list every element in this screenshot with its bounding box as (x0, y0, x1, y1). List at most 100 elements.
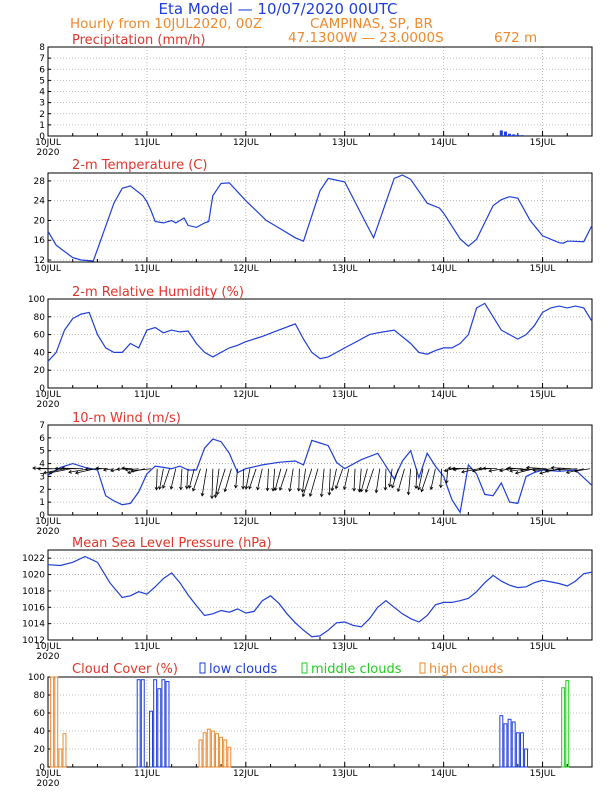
wind-vector-head (301, 493, 306, 498)
x-tick-label: 13JUL (332, 769, 358, 779)
wind-vector-head (248, 485, 252, 490)
wind-vector-shaft (192, 468, 201, 492)
x-tick-label: 10JUL (35, 264, 61, 274)
wind-vector-shaft (574, 468, 591, 472)
wind-vector-head (461, 469, 465, 474)
y-tick-label: 80 (34, 313, 46, 323)
legend-swatch-middle (301, 662, 308, 674)
x-tick-label: 12JUL (233, 390, 259, 400)
low-cloud-bar (149, 710, 153, 768)
wind-vector-head (526, 465, 530, 470)
wind-vector-shaft (384, 468, 387, 490)
wind-vector-shaft (245, 468, 251, 490)
legend-swatch-low (199, 662, 206, 674)
low-cloud-bar (499, 715, 504, 768)
panel-cloud-cover: 0 20 40 60 80 100 10JUL 11JUL 12JUL 13JUL 14JUL 15J… (28, 662, 593, 789)
low-cloud-bar (507, 718, 512, 768)
wind-vector-head (75, 470, 79, 475)
x-tick-label: 13JUL (332, 138, 358, 148)
x-tick-label: 10JUL (35, 138, 61, 148)
wind-vector-shaft (272, 468, 276, 491)
wind-vector-shaft (389, 468, 393, 487)
wind-vector-shaft (472, 468, 485, 472)
high-cloud-bar (215, 733, 219, 768)
x-tick-label: 12JUL (233, 264, 259, 274)
wind-vector-shaft (551, 467, 572, 470)
wind-vector-head (507, 466, 511, 471)
wind-vector-head (192, 487, 196, 492)
x-tick-label: 14JUL (431, 264, 457, 274)
wind-vector-shaft (201, 468, 208, 496)
wind-vector-head (532, 468, 537, 473)
high-cloud-bar (210, 730, 215, 768)
y-tick-label: 5 (39, 447, 45, 457)
x-tick-label: 13JUL (332, 264, 358, 274)
wind-vector-shaft (509, 468, 529, 472)
low-cloud-bar (161, 679, 166, 768)
wind-vector-head (179, 486, 183, 491)
precip-bar (508, 133, 512, 136)
wind-vector-shaft (343, 468, 350, 490)
wind-vector-shaft (274, 468, 282, 491)
y-tick-label: 28 (34, 177, 46, 187)
wind-vector-shaft (358, 468, 362, 492)
x-tick-label: 11JUL (134, 390, 160, 400)
wind-vector-head (396, 488, 401, 493)
wind-vector-head (61, 466, 65, 471)
wind-vector-head (124, 467, 129, 472)
y-tick-label: 1018 (22, 587, 45, 597)
wind-vector-head (48, 470, 53, 475)
series-line (47, 302, 593, 362)
y-tick-label: 1 (39, 498, 45, 508)
y-tick-label: 40 (34, 348, 46, 358)
wind-vector-head (388, 483, 392, 488)
plot-frame (47, 549, 593, 641)
x-tick-label: 12JUL (233, 642, 259, 652)
panel-temperature: 12 16 20 24 28 10JUL 11JUL 12JUL 13JUL 14JUL 15JUL… (34, 158, 593, 274)
coordinates-label: 47.1300W — 23.0000S (288, 30, 444, 46)
legend-swatch-high (419, 662, 426, 674)
wind-vector-shaft (116, 468, 127, 470)
wind-vector-shaft (418, 468, 424, 490)
y-tick-label: 1022 (22, 554, 45, 564)
wind-vector-shaft (214, 468, 220, 498)
x-tick-label: 11JUL (134, 138, 160, 148)
low-cloud-bar (157, 688, 162, 768)
precip-bar (520, 135, 524, 136)
y-tick-label: 12 (34, 256, 45, 266)
x-tick-label: 15JUL (530, 769, 556, 779)
x-tick-label: 10JUL (35, 642, 61, 652)
panel-title: Precipitation (mm/h) (72, 33, 205, 48)
panel-title: Mean Sea Level Pressure (hPa) (72, 536, 272, 551)
wind-vector-head (169, 485, 174, 490)
x-tick-label: 11JUL (134, 642, 160, 652)
wind-vector-shaft (415, 468, 418, 489)
wind-vector-head (223, 488, 228, 493)
x-year-label: 2020 (37, 652, 60, 662)
low-cloud-bar (519, 732, 524, 768)
wind-vector-shaft (526, 467, 547, 470)
wind-vector-shaft (335, 468, 344, 489)
wind-vector-head (200, 492, 205, 497)
x-tick-label: 12JUL (233, 769, 259, 779)
wind-vector-shaft (170, 468, 177, 490)
wind-vector-head (95, 466, 100, 471)
wind-vector-head (352, 488, 356, 492)
wind-vector-head (509, 468, 513, 473)
wind-vector-shaft (461, 468, 479, 473)
wind-vector-head (451, 466, 456, 471)
wind-vector-head (271, 487, 276, 492)
legend-label-middle: middle clouds (311, 662, 402, 677)
wind-vector-head (256, 486, 260, 491)
panel-title: 10-m Wind (m/s) (72, 411, 181, 426)
wind-vector-shaft (242, 468, 245, 489)
wind-vector-shaft (360, 468, 368, 492)
wind-vector-head (216, 491, 220, 496)
wind-vector-head (110, 468, 114, 473)
high-cloud-bar (223, 739, 228, 768)
y-tick-label: 60 (34, 709, 46, 719)
wind-vector-head (244, 486, 249, 490)
wind-vector-head (127, 470, 131, 475)
